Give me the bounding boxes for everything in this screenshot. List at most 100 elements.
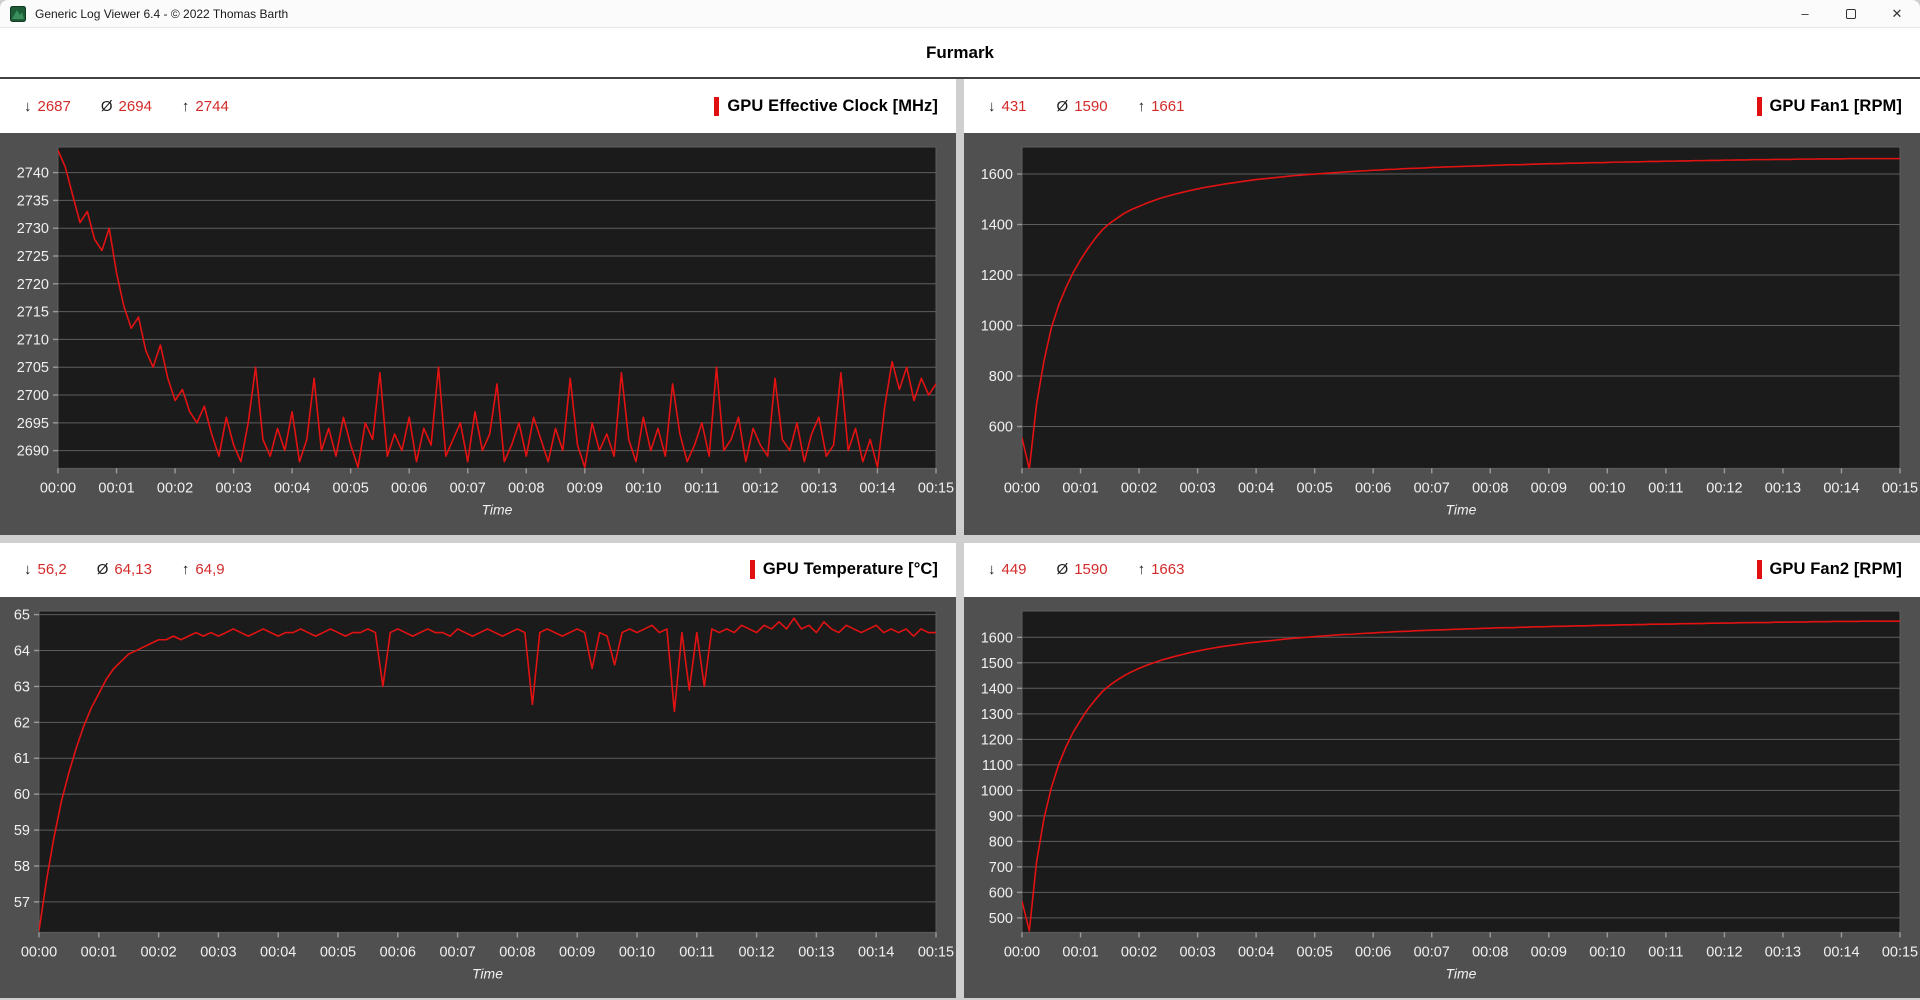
- y-tick-label: 800: [989, 834, 1013, 850]
- x-tick-label: 00:00: [21, 944, 57, 960]
- series-line: [1022, 619, 1900, 932]
- x-tick-label: 00:10: [1589, 944, 1625, 960]
- stat-avg: Ø 1590: [1057, 98, 1108, 115]
- plot-area[interactable]: [38, 610, 937, 933]
- max-arrow-icon: ↑: [1137, 97, 1146, 115]
- x-tick-label: 00:11: [1648, 944, 1683, 960]
- x-tick-label: 00:04: [1238, 480, 1274, 496]
- x-tick-label: 00:13: [801, 480, 837, 496]
- stats-row: ↓ 431 Ø 1590 ↑ 1661 GPU Fan1 [RPM]: [964, 79, 1920, 133]
- y-tick-label: 1400: [981, 218, 1013, 234]
- x-axis-title: Time: [1446, 501, 1477, 517]
- y-tick-label: 2720: [17, 277, 49, 293]
- stat-avg: Ø 1590: [1057, 561, 1108, 578]
- x-tick-label: 00:09: [567, 480, 603, 496]
- x-tick-label: 00:02: [1121, 480, 1157, 496]
- y-tick-label: 2730: [17, 221, 49, 237]
- x-tick-label: 00:08: [499, 944, 535, 960]
- stat-avg-value: 64,13: [114, 561, 152, 578]
- x-tick-label: 00:01: [98, 480, 134, 496]
- gpu-effective-clock-chart[interactable]: 2740 2735 2730 2725 2720 2715 2710 2705 2700 2695…: [0, 133, 956, 535]
- x-tick-label: 00:07: [1414, 944, 1450, 960]
- avg-symbol-icon: Ø: [1056, 97, 1069, 115]
- y-tick-label: 600: [989, 420, 1013, 436]
- app-icon: [10, 5, 26, 22]
- gpu-fan2-chart[interactable]: 1600 1500 1400 1300 1200 1100 1000 900 800 700 600…: [964, 597, 1920, 999]
- y-tick-label: 1600: [981, 630, 1013, 646]
- x-tick-label: 00:15: [1882, 944, 1918, 960]
- stat-avg: Ø 2694: [101, 98, 152, 115]
- x-tick-label: 00:08: [1472, 944, 1508, 960]
- chart-panel[interactable]: 1600 1500 1400 1300 1200 1100 1000 900 800 700 600…: [964, 596, 1920, 999]
- x-tick-label: 00:06: [1355, 944, 1391, 960]
- stats-row: ↓ 449 Ø 1590 ↑ 1663 GPU Fan2 [RPM]: [964, 542, 1920, 597]
- stat-min-value: 2687: [37, 97, 71, 115]
- y-tick-label: 63: [14, 679, 30, 695]
- x-tick-label: 00:05: [320, 944, 356, 960]
- x-tick-label: 00:14: [1823, 944, 1859, 960]
- min-arrow-icon: ↓: [988, 561, 996, 578]
- x-tick-label: 00:02: [140, 944, 176, 960]
- max-arrow-icon: ↑: [181, 97, 190, 115]
- stat-max-value: 64,9: [195, 561, 225, 578]
- chart-panel[interactable]: 1600 1400 1200 1000 800 600 00:00 00:01 00:02 00:…: [964, 133, 1920, 535]
- gpu-fan1-chart[interactable]: 1600 1400 1200 1000 800 600 00:00 00:01 00:02 00:…: [964, 133, 1920, 535]
- stat-max: ↑ 2744: [182, 98, 229, 115]
- x-tick-label: 00:10: [625, 480, 661, 496]
- y-tick-label: 1400: [981, 681, 1013, 697]
- x-tick-label: 00:06: [1355, 480, 1391, 496]
- x-tick-label: 00:03: [1179, 480, 1215, 496]
- x-tick-label: 00:05: [333, 480, 369, 496]
- x-tick-label: 00:12: [738, 944, 774, 960]
- plot-area[interactable]: [57, 146, 937, 469]
- series-line: [39, 616, 936, 931]
- min-arrow-icon: ↓: [24, 97, 32, 115]
- stat-max: ↑ 64,9: [182, 561, 225, 578]
- plot-area[interactable]: [1021, 610, 1901, 933]
- x-axis-title: Time: [482, 501, 513, 517]
- chart-cell-gpu-fan1: ↓ 431 Ø 1590 ↑ 1661 GPU Fan1 [RPM] 1600 1400…: [964, 79, 1920, 535]
- x-tick-label: 00:12: [1706, 944, 1742, 960]
- y-tick-label: 59: [14, 823, 30, 839]
- stat-avg-value: 1590: [1074, 561, 1108, 578]
- y-tick-label: 58: [14, 858, 30, 874]
- minimize-button[interactable]: –: [1801, 6, 1809, 21]
- min-arrow-icon: ↓: [24, 561, 32, 578]
- maximize-icon: [1846, 8, 1856, 19]
- max-arrow-icon: ↑: [181, 561, 190, 578]
- stat-avg-value: 1590: [1074, 97, 1108, 115]
- x-tick-label: 00:05: [1297, 480, 1333, 496]
- maximize-button[interactable]: [1828, 0, 1874, 27]
- stat-max: ↑ 1661: [1138, 98, 1185, 115]
- plot-area[interactable]: [1021, 146, 1901, 469]
- y-tick-label: 900: [989, 808, 1013, 824]
- chart-title-text: GPU Fan2 [RPM]: [1769, 560, 1902, 578]
- x-tick-label: 00:13: [1765, 944, 1801, 960]
- log-title: Furmark: [925, 42, 995, 62]
- x-tick-label: 00:03: [1179, 944, 1215, 960]
- x-tick-label: 00:07: [439, 944, 475, 960]
- gpu-temperature-chart[interactable]: 65 64 63 62 61 60 59 58 57 00:00 00:01 00:02 00:03 00…: [0, 597, 956, 999]
- chart-cell-gpu-fan2: ↓ 449 Ø 1590 ↑ 1663 GPU Fan2 [RPM] 1600 1500…: [964, 542, 1920, 999]
- x-tick-label: 00:06: [380, 944, 416, 960]
- close-button[interactable]: ✕: [1891, 5, 1903, 21]
- y-tick-label: 61: [14, 751, 30, 767]
- x-tick-label: 00:10: [1589, 480, 1625, 496]
- x-tick-label: 00:04: [274, 480, 310, 496]
- x-tick-label: 00:15: [1882, 480, 1918, 496]
- chart-panel[interactable]: 65 64 63 62 61 60 59 58 57 00:00 00:01 00:02 00:03 00…: [0, 596, 956, 999]
- y-tick-label: 65: [14, 607, 30, 623]
- y-tick-label: 1600: [981, 167, 1013, 183]
- stats-row: ↓ 2687 Ø 2694 ↑ 2744 GPU Effective Clock [M…: [0, 79, 956, 133]
- y-tick-label: 800: [989, 369, 1013, 385]
- y-tick-label: 2690: [17, 444, 49, 460]
- y-tick-label: 2710: [17, 332, 49, 348]
- stat-min: ↓ 449: [988, 561, 1027, 578]
- y-tick-label: 700: [989, 859, 1013, 875]
- series-line: [58, 149, 936, 469]
- x-tick-label: 00:12: [1706, 480, 1742, 496]
- y-tick-label: 1200: [981, 732, 1013, 748]
- x-tick-label: 00:01: [1062, 944, 1098, 960]
- x-tick-label: 00:14: [859, 480, 895, 496]
- chart-panel[interactable]: 2740 2735 2730 2725 2720 2715 2710 2705 2700 2695…: [0, 133, 956, 535]
